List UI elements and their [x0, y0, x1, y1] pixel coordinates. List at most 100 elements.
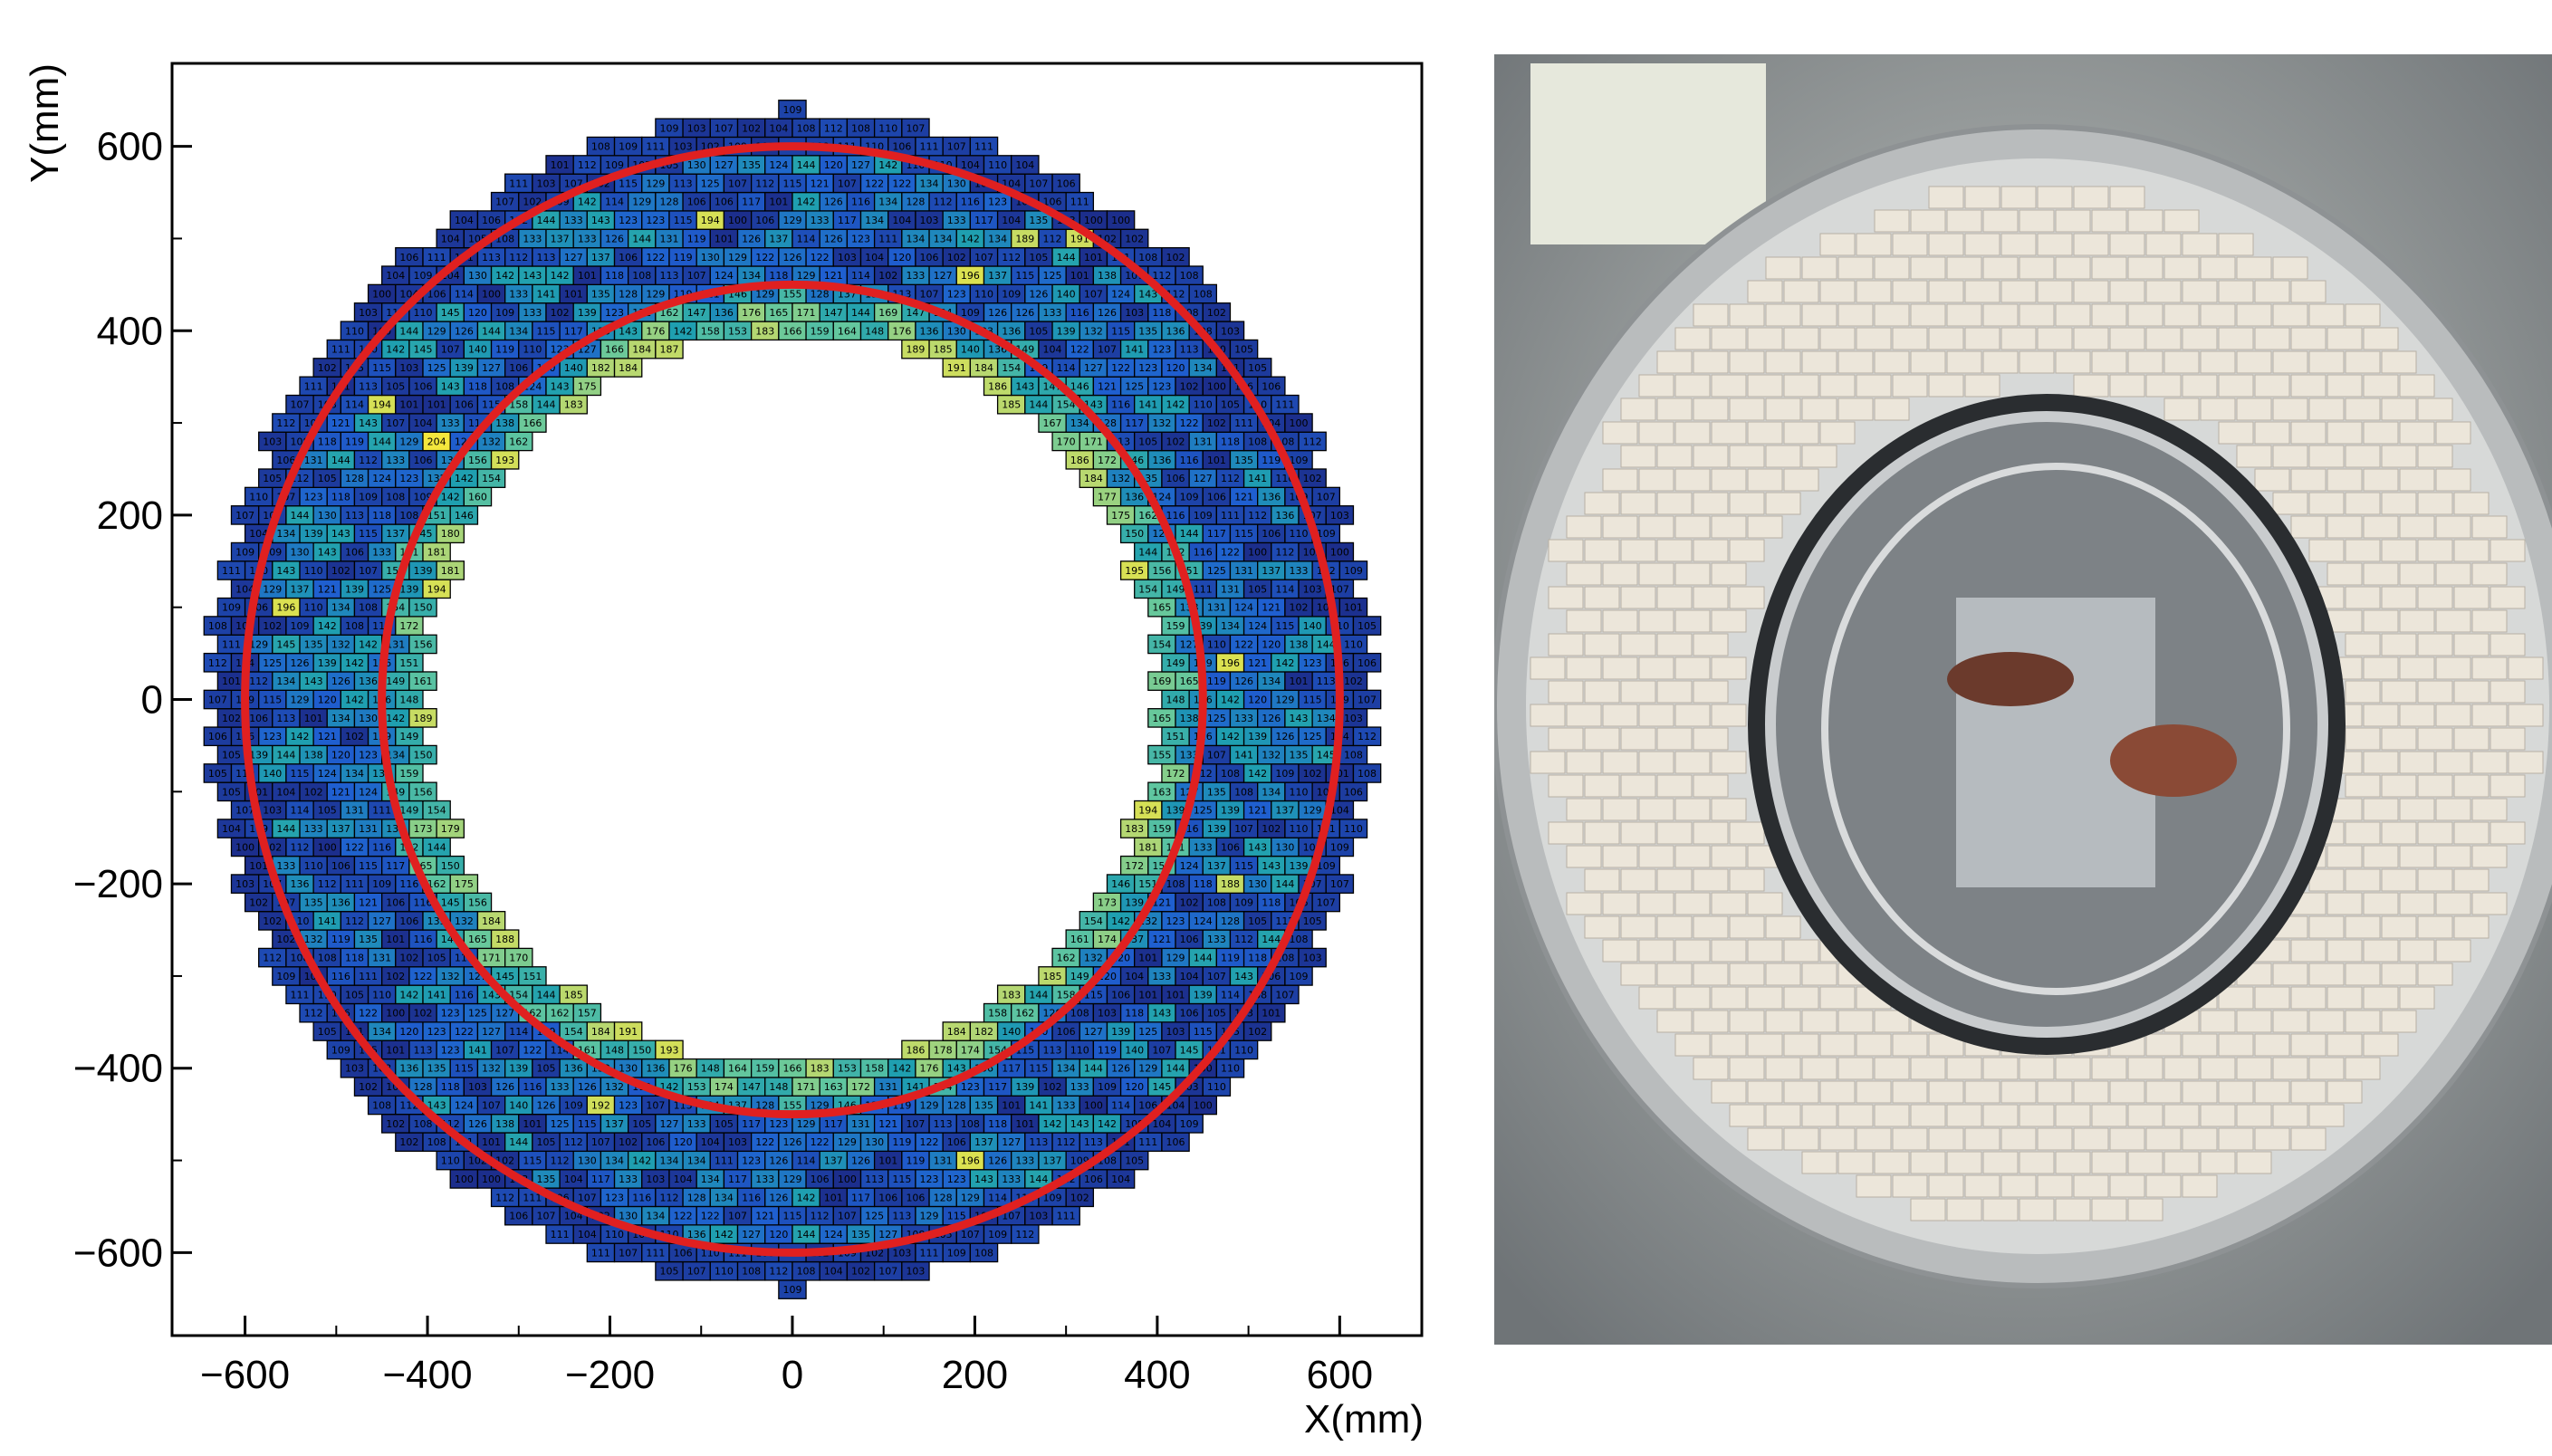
photo-crystal — [1711, 751, 1747, 774]
photo-crystal — [2073, 280, 2109, 303]
cell-value-label: 107 — [1002, 1211, 1021, 1222]
photo-crystal — [1693, 963, 1729, 986]
cell-value-label: 176 — [646, 325, 665, 337]
cell-value-label: 135 — [851, 1229, 870, 1240]
cell-value-label: 108 — [1070, 1008, 1089, 1020]
cell-value-label: 116 — [1180, 455, 1199, 466]
cell-value-label: 114 — [1057, 362, 1076, 374]
crystal-cell: 103 — [1161, 1021, 1190, 1041]
crystal-cell: 134 — [696, 1169, 725, 1189]
cell-value-label: 134 — [701, 1173, 720, 1185]
cell-value-label: 111 — [591, 1247, 610, 1259]
photo-crystal — [2073, 1127, 2109, 1151]
crystal-cell: 101 — [1257, 1002, 1286, 1023]
cell-value-label: 106 — [455, 399, 474, 411]
crystal-cell: 119 — [901, 1150, 930, 1171]
cell-value-label: 105 — [345, 989, 364, 1001]
cell-value-label: 102 — [1303, 473, 1322, 484]
cell-value-label: 142 — [551, 270, 570, 282]
photo-crystal — [2471, 704, 2508, 727]
cell-value-label: 141 — [427, 989, 446, 1001]
cell-value-label: 133 — [551, 1081, 570, 1093]
cell-value-label: 100 — [1207, 380, 1226, 392]
cell-value-label: 100 — [1290, 417, 1309, 429]
crystal-cell: 106 — [709, 191, 739, 212]
photo-crystal — [2345, 868, 2381, 892]
crystal-cell: 169 — [873, 302, 903, 322]
crystal-cell: 124 — [1175, 855, 1204, 876]
photo-crystal — [2254, 986, 2290, 1010]
cell-value-label: 131 — [851, 1118, 870, 1130]
crystal-cell: 104 — [1011, 155, 1040, 175]
cell-value-label: 125 — [701, 177, 720, 189]
crystal-cell: 103 — [230, 874, 260, 894]
cell-value-label: 102 — [1303, 768, 1322, 780]
crystal-cell: 103 — [1024, 1205, 1053, 1226]
crystal-cell: 108 — [1188, 283, 1218, 304]
cell-value-label: 109 — [414, 492, 433, 503]
cell-value-label: 158 — [701, 325, 720, 337]
photo-crystal — [2091, 303, 2127, 327]
crystal-cell: 156 — [1147, 560, 1176, 580]
cell-value-label: 150 — [1125, 528, 1144, 540]
crystal-cell: 104 — [764, 118, 793, 139]
cell-value-label: 124 — [769, 159, 788, 171]
crystal-cell: 101 — [1284, 671, 1313, 691]
crystal-cell: 103 — [1298, 947, 1327, 968]
crystal-cell: 131 — [1202, 597, 1232, 618]
crystal-cell: 130 — [312, 505, 342, 525]
photo-crystal — [2345, 492, 2381, 515]
cell-value-label: 182 — [974, 1026, 993, 1038]
crystal-cell: 140 — [996, 1021, 1026, 1041]
cell-value-label: 140 — [509, 1099, 528, 1111]
cell-value-label: 129 — [427, 325, 446, 337]
photo-crystal — [1982, 303, 2019, 327]
crystal-cell: 111 — [1229, 413, 1259, 433]
crystal-cell: 122 — [887, 173, 916, 194]
crystal-cell: 126 — [490, 1077, 520, 1097]
cell-value-label: 188 — [1221, 878, 1240, 890]
cell-value-label: 120 — [1125, 1081, 1144, 1093]
cell-value-label: 126 — [988, 1155, 1007, 1167]
cell-value-label: 122 — [345, 841, 364, 853]
crystal-cell: 101 — [395, 394, 424, 415]
cell-value-label: 119 — [892, 1136, 911, 1148]
cell-value-label: 185 — [564, 989, 583, 1001]
crystal-cell: 129 — [1161, 947, 1190, 968]
crystal-cell: 101 — [572, 265, 602, 285]
cell-value-label: 104 — [1111, 1173, 1130, 1185]
cell-value-label: 134 — [878, 196, 897, 208]
crystal-cell: 101 — [709, 228, 739, 249]
photo-crystal — [2290, 1033, 2327, 1057]
crystal-cell: 100 — [230, 837, 260, 857]
cell-value-label: 121 — [1152, 934, 1171, 945]
crystal-cell: 105 — [340, 984, 369, 1005]
crystal-cell: 105 — [312, 468, 342, 488]
crystal-cell: 126 — [1106, 1058, 1136, 1078]
crystal-cell: 105 — [655, 1260, 684, 1281]
crystal-cell: 122 — [805, 246, 834, 267]
cell-value-label: 108 — [1290, 934, 1309, 945]
crystal-cell: 172 — [1092, 449, 1122, 470]
photo-crystal — [1711, 798, 1747, 821]
cell-value-label: 112 — [811, 1211, 830, 1222]
cell-value-label: 163 — [1152, 786, 1171, 798]
photo-crystal — [1693, 350, 1729, 374]
photo-crystal — [1928, 233, 1964, 256]
photo-crystal — [1711, 468, 1747, 492]
photo-crystal — [1982, 256, 2019, 280]
crystal-cell: 101 — [996, 1095, 1026, 1116]
cell-value-label: 115 — [1234, 528, 1253, 540]
photo-crystal — [1856, 1033, 1892, 1057]
cell-value-label: 128 — [947, 1099, 966, 1111]
crystal-cell: 103 — [1215, 321, 1245, 341]
cell-value-label: 104 — [1043, 344, 1062, 356]
cell-value-label: 143 — [974, 1173, 993, 1185]
crystal-cell: 141 — [1024, 1095, 1053, 1116]
photo-crystals — [1530, 186, 2544, 1221]
crystal-cell: 132 — [326, 634, 356, 655]
crystal-cell: 112 — [285, 837, 314, 857]
crystal-cell: 142 — [1242, 763, 1272, 783]
crystal-cell: 113 — [1311, 671, 1340, 691]
cell-value-label: 102 — [222, 713, 241, 724]
